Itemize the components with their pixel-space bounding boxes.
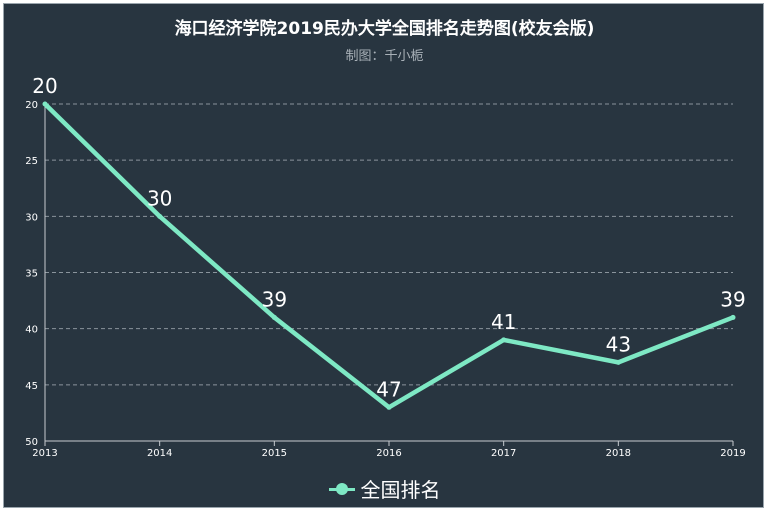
data-point [42,101,48,107]
y-tick-label: 35 [25,269,38,280]
data-point [615,359,621,365]
series-line [42,101,736,410]
data-point [386,404,392,410]
x-tick-label: 2016 [376,448,401,459]
series [42,101,736,410]
data-label: 47 [376,377,401,401]
data-point [157,213,163,219]
data-label: 39 [262,287,287,311]
x-tick-label: 2017 [491,448,516,459]
data-point [271,314,277,320]
x-tick-label: 2015 [262,448,287,459]
data-point [730,314,736,320]
x-tick-label: 2014 [147,448,172,459]
legend-label: 全国排名 [360,478,441,502]
x-tick-label: 2018 [606,448,631,459]
y-tick-label: 25 [25,156,38,167]
y-tick-label: 30 [25,212,38,223]
data-label: 39 [720,287,745,311]
data-label: 41 [491,310,516,334]
y-tick-label: 45 [25,381,38,392]
legend-marker-icon [328,482,355,496]
data-point [501,337,507,343]
data-label: 30 [147,186,172,210]
chart-title: 海口经济学院2019民办大学全国排名走势图(校友会版) [174,19,595,39]
x-tick-label: 2019 [720,448,745,459]
y-tick-label: 40 [25,325,38,336]
legend[interactable]: 全国排名 [0,474,769,503]
chart-subtitle: 制图：千小栀 [345,49,424,64]
data-label: 43 [606,332,631,356]
chart-frame [3,3,764,508]
x-tick-label: 2013 [32,448,57,459]
data-label: 20 [32,74,57,98]
y-tick-label: 50 [25,437,38,448]
y-tick-label: 20 [25,100,38,111]
data-labels: 20 30 39 47 41 43 39 [32,74,745,401]
